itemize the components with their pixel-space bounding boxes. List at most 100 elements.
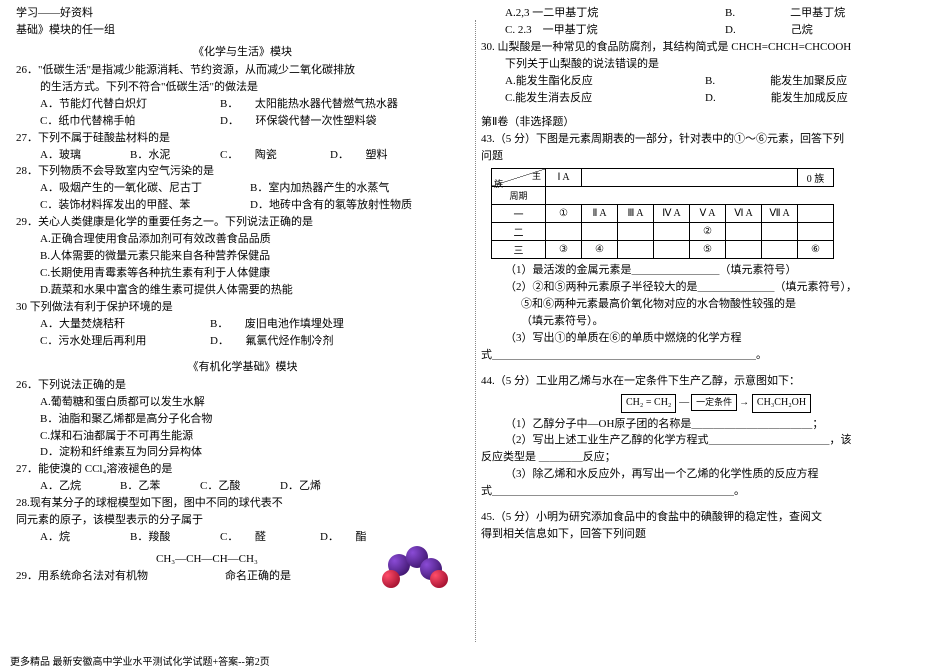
page-footer: 更多精品 最新安徽高中学业水平测试化学试题+答案--第2页: [10, 653, 270, 668]
q44-p1: （1）乙醇分子中—OH原子团的名称是＿＿＿＿＿＿＿＿＿＿＿；: [481, 417, 934, 433]
r2-6: [762, 223, 798, 241]
q29-b: B.人体需要的微量元素只能来自各种营养保健品: [16, 249, 469, 265]
q26-a: A．节能灯代替白炽灯: [40, 97, 220, 113]
q28b-b: B．羧酸: [130, 530, 220, 546]
q45-l1: 45.（5 分）小明为研究添加食品中的食盐中的碘酸钾的稳定性，查阅文: [481, 510, 934, 526]
q27-c: C． 陶瓷: [220, 148, 330, 164]
r2-4: ②: [690, 223, 726, 241]
r2-3: [654, 223, 690, 241]
r1-3: Ⅳ A: [654, 205, 690, 223]
q30r-c: C.能发生消去反应: [505, 91, 705, 107]
q26-b: B． 太阳能热水器代替燃气热水器: [220, 97, 398, 113]
molecule-model-icon: [380, 540, 450, 590]
r2-5: [726, 223, 762, 241]
r1-1: Ⅱ A: [582, 205, 618, 223]
q28b-c: C． 醛: [220, 530, 320, 546]
q29r-a: A.2,3 一二甲基丁烷: [505, 6, 725, 22]
q28b-d: D． 酯: [320, 530, 366, 546]
r3-6: [762, 241, 798, 259]
q30r-a: A.能发生酯化反应: [505, 74, 705, 90]
q44-p2a: （2）写出上述工业生产乙醇的化学方程式＿＿＿＿＿＿＿＿＿＿＿，该: [481, 433, 934, 449]
q26-c: C．纸巾代替棉手帕: [40, 114, 220, 130]
q27-stem: 27．下列不属于硅酸盐材料的是: [16, 131, 469, 147]
reaction-diagram: CH₂ = CH₂ —一定条件→ CH₃CH₂OH: [481, 394, 934, 413]
q30-stem: 30 下列做法有利于保护环境的是: [16, 300, 469, 316]
q29-c: C.长期使用青霉素等各种抗生素有利于人体健康: [16, 266, 469, 282]
module2-title: 《有机化学基础》模块: [16, 360, 469, 376]
q44-p3b: 式＿＿＿＿＿＿＿＿＿＿＿＿＿＿＿＿＿＿＿＿＿＿。: [481, 484, 934, 500]
q30r-d: D. 能发生加成反应: [705, 91, 848, 107]
q27b-c: C．乙酸: [200, 479, 280, 495]
q30-c: C．污水处理后再利用: [40, 334, 210, 350]
r3-1: ④: [582, 241, 618, 259]
q26b-d: D．淀粉和纤维素互为同分异构体: [16, 445, 469, 461]
r3-label: 三: [492, 241, 546, 259]
q44-stem: 44.（5 分）工业用乙烯与水在一定条件下生产乙醇，示意图如下：: [481, 374, 934, 390]
reactant-box: CH₂ = CH₂: [621, 394, 676, 413]
arrow-label: 一定条件: [691, 394, 737, 411]
q27-a: A．玻璃: [40, 148, 130, 164]
r3-3: [654, 241, 690, 259]
r3-2: [618, 241, 654, 259]
r1-7: [798, 205, 834, 223]
q27b-stem: 27．能使溴的 CCl₄溶液褪色的是: [16, 462, 469, 478]
q29r-b: B. 二甲基丁烷: [725, 6, 845, 22]
q26b-stem: 26．下列说法正确的是: [16, 378, 469, 394]
part2-title: 第Ⅱ卷（非选择题）: [481, 115, 934, 131]
r2-1: [582, 223, 618, 241]
q29-a: A.正确合理使用食品添加剂可有效改善食品品质: [16, 232, 469, 248]
q28b-stem2: 同元素的原子，该模型表示的分子属于: [16, 513, 469, 529]
header-left: 学习——好资料: [16, 6, 469, 22]
r3-7: ⑥: [798, 241, 834, 259]
r1-6: Ⅶ A: [762, 205, 798, 223]
r2-label: 二: [492, 223, 546, 241]
q43-p2c: （填元素符号）。: [481, 314, 934, 330]
q43-p2b: ⑤和⑥两种元素最高价氧化物对应的水合物酸性较强的是: [481, 297, 934, 313]
q27b-b: B．乙苯: [120, 479, 200, 495]
q29-d: D.蔬菜和水果中富含的维生素可提供人体需要的热能: [16, 283, 469, 299]
q43-p1: （1）最活泼的金属元素是＿＿＿＿＿＿＿＿（填元素符号）: [481, 263, 934, 279]
q26-stem1: 26．"低碳生活"是指减少能源消耗、节约资源，从而减少二氧化碳排放: [16, 63, 469, 79]
q29r-d: D. 己烷: [725, 23, 813, 39]
r2-2: [618, 223, 654, 241]
q28-stem: 28．下列物质不会导致室内空气污染的是: [16, 164, 469, 180]
q29r-c: C. 2.3 一甲基丁烷: [505, 23, 725, 39]
q30-d: D． 氟氯代烃作制冷剂: [210, 334, 333, 350]
q43-p3b: 式＿＿＿＿＿＿＿＿＿＿＿＿＿＿＿＿＿＿＿＿＿＿＿＿。: [481, 348, 934, 364]
q27-b: B．水泥: [130, 148, 220, 164]
q26b-c: C.煤和石油都属于不可再生能源: [16, 429, 469, 445]
th-gap: [582, 169, 798, 187]
q29-stem: 29．关心人类健康是化学的重要任务之一。下列说法正确的是: [16, 215, 469, 231]
column-divider: [475, 20, 476, 642]
q28-c: C．装饰材料挥发出的甲醛、苯: [40, 198, 250, 214]
diag-left: 族: [494, 177, 503, 190]
r1-4: Ⅴ A: [690, 205, 726, 223]
r2-0: [546, 223, 582, 241]
q27b-a: A．乙烷: [40, 479, 120, 495]
q27b-d: D．乙烯: [280, 479, 321, 495]
q30r-stem1: 30. 山梨酸是一种常见的食品防腐剂，其结构简式是 CHCH=CHCH=CHCO…: [481, 40, 934, 56]
diag-top: 主: [532, 169, 541, 182]
r1-5: Ⅵ A: [726, 205, 762, 223]
q28-a: A．吸烟产生的一氧化碳、尼古丁: [40, 181, 250, 197]
q43-stem2: 问题: [481, 149, 934, 165]
q45-l2: 得到相关信息如下，回答下列问题: [481, 527, 934, 543]
th-0: 0 族: [798, 169, 834, 187]
product-box: CH₃CH₂OH: [752, 394, 811, 413]
r2-7: [798, 223, 834, 241]
q44-p3a: （3）除乙烯和水反应外，再写出一个乙烯的化学性质的反应方程: [481, 467, 934, 483]
r1-0: ①: [546, 205, 582, 223]
left-column: 学习——好资料 基础》模块的任一组 《化学与生活》模块 26．"低碳生活"是指减…: [10, 6, 475, 586]
q43-p2a: （2）②和⑤两种元素原子半径较大的是＿＿＿＿＿＿＿（填元素符号），: [481, 280, 934, 296]
r3-0: ③: [546, 241, 582, 259]
right-column: A.2,3 一二甲基丁烷 B. 二甲基丁烷 C. 2.3 一甲基丁烷 D. 己烷…: [475, 6, 940, 586]
module1-title: 《化学与生活》模块: [16, 45, 469, 61]
q30-b: B． 废旧电池作填埋处理: [210, 317, 344, 333]
th-1: Ⅰ A: [546, 169, 582, 187]
q44-p2b: 反应类型是 ＿＿＿＿反应；: [481, 450, 934, 466]
header-subtitle: 基础》模块的任一组: [16, 23, 469, 39]
q28b-a: A．烷: [40, 530, 130, 546]
periodic-table: 主 族 Ⅰ A 0 族 周期 一 ① Ⅱ A Ⅲ A Ⅳ A Ⅴ A Ⅵ A Ⅶ…: [491, 168, 834, 259]
q28-b: B．室内加热器产生的水蒸气: [250, 181, 389, 197]
q26b-b: B．油脂和聚乙烯都是高分子化合物: [16, 412, 469, 428]
